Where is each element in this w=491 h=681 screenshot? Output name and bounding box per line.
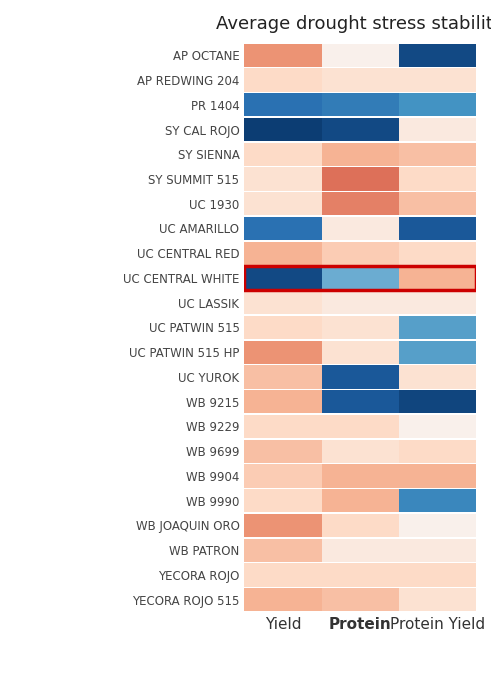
Bar [244, 44, 322, 67]
Bar [399, 93, 476, 116]
Bar [399, 365, 476, 389]
Bar [322, 168, 399, 191]
Bar [322, 415, 399, 438]
Bar [399, 168, 476, 191]
Bar [244, 365, 322, 389]
Title: Average drought stress stability: Average drought stress stability [217, 15, 491, 33]
Bar [322, 514, 399, 537]
Bar [322, 464, 399, 488]
Bar [399, 489, 476, 512]
Bar [244, 464, 322, 488]
Bar [244, 563, 322, 586]
Bar [399, 266, 476, 289]
Bar [244, 316, 322, 339]
Bar [244, 192, 322, 215]
Bar [322, 68, 399, 92]
Bar [322, 217, 399, 240]
Bar [399, 390, 476, 413]
Bar [322, 118, 399, 141]
Bar [399, 588, 476, 612]
Bar [244, 168, 322, 191]
Bar [322, 266, 399, 289]
Bar [244, 93, 322, 116]
Bar [399, 440, 476, 463]
Bar [244, 291, 322, 315]
Bar [244, 118, 322, 141]
Bar [244, 390, 322, 413]
Bar [322, 588, 399, 612]
Bar [399, 563, 476, 586]
Bar [244, 242, 322, 265]
Bar [322, 192, 399, 215]
Bar [399, 415, 476, 438]
Bar [322, 316, 399, 339]
Bar [244, 217, 322, 240]
Bar [244, 68, 322, 92]
Bar [244, 415, 322, 438]
Bar [244, 340, 322, 364]
Bar [322, 93, 399, 116]
Bar [399, 291, 476, 315]
Bar [399, 118, 476, 141]
Bar [399, 464, 476, 488]
Bar [322, 142, 399, 166]
Bar [399, 142, 476, 166]
Bar [322, 539, 399, 562]
Bar [399, 242, 476, 265]
Bar [399, 68, 476, 92]
Bar [322, 390, 399, 413]
Bar [244, 588, 322, 612]
Bar [322, 44, 399, 67]
Bar [244, 514, 322, 537]
Bar [322, 563, 399, 586]
Bar [244, 539, 322, 562]
Bar [244, 489, 322, 512]
Bar [399, 217, 476, 240]
Bar [399, 192, 476, 215]
Bar [322, 440, 399, 463]
Bar [322, 340, 399, 364]
Bar [399, 514, 476, 537]
Bar [322, 489, 399, 512]
Bar [322, 365, 399, 389]
Bar [244, 142, 322, 166]
Bar [399, 316, 476, 339]
Bar [244, 440, 322, 463]
Bar [399, 44, 476, 67]
Bar [399, 340, 476, 364]
Bar [399, 539, 476, 562]
Bar [322, 291, 399, 315]
Bar [322, 242, 399, 265]
Bar [244, 266, 322, 289]
Bar [244, 266, 476, 289]
